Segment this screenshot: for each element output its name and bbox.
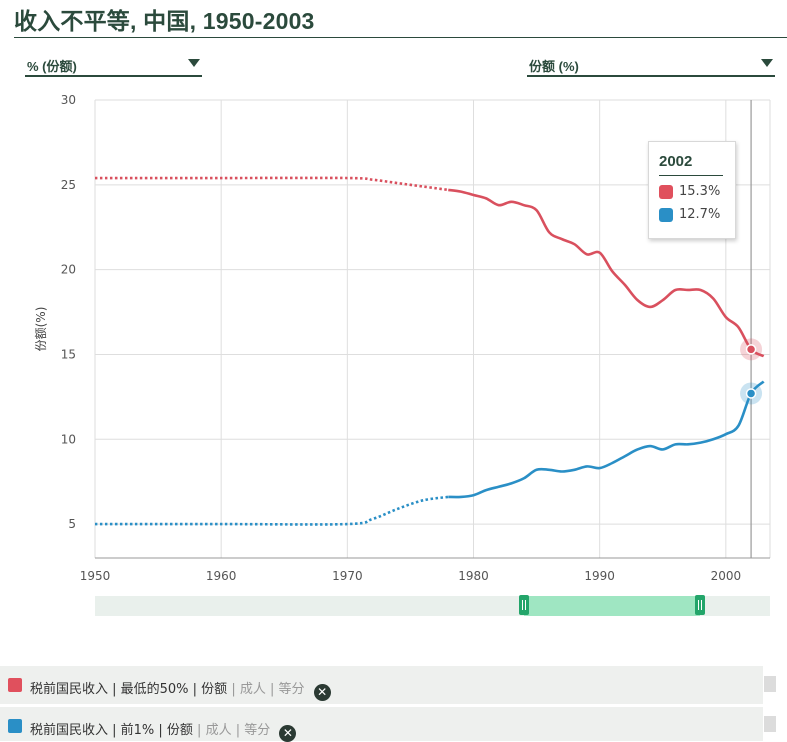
line-chart[interactable]: 5 10 15 20 25 30 1950 1960 1970 1980 1990 2000 份额(%) <box>0 0 787 600</box>
data-point <box>745 388 757 399</box>
remove-series-icon[interactable]: ✕ <box>313 684 331 701</box>
x-tick-label: 1970 <box>332 569 363 583</box>
legend-main-text: 税前国民收入 | 前1% | 份额 <box>30 723 193 738</box>
series-line-estimated <box>94 176 449 192</box>
legend-muted-text: 成人 | 等分 <box>205 723 271 738</box>
y-tick-label: 5 <box>68 517 76 531</box>
series-line <box>448 380 765 499</box>
tooltip-row-top1: 12.7% <box>659 207 720 223</box>
range-slider-window[interactable] <box>524 596 700 616</box>
legend-item-bottom50: 税前国民收入 | 最低的50% | 份额 | 成人 | 等分 ✕ <box>0 666 763 704</box>
chevron-down-icon <box>761 59 773 67</box>
blurred-control <box>764 676 776 692</box>
legend-label: 税前国民收入 | 最低的50% | 份额 | 成人 | 等分 ✕ <box>30 678 331 701</box>
metric-selector[interactable]: 份额 (%) <box>527 50 775 77</box>
series-line-estimated <box>94 495 449 526</box>
y-tick-label: 20 <box>61 263 76 277</box>
title-divider <box>14 37 787 38</box>
tooltip: 2002 15.3% 12.7% <box>648 141 736 239</box>
range-handle-end[interactable] <box>695 595 705 615</box>
range-handle-start[interactable] <box>519 595 529 615</box>
x-tick-label: 1990 <box>584 569 615 583</box>
legend-label: 税前国民收入 | 前1% | 份额 | 成人 | 等分 ✕ <box>30 719 297 742</box>
legend-sep: | <box>227 682 240 697</box>
metric-selector-value: 份额 (%) <box>529 59 579 74</box>
legend-swatch <box>8 678 22 692</box>
legend-main-text: 税前国民收入 | 最低的50% | 份额 <box>30 682 228 697</box>
page-title: 收入不平等, 中国, 1950-2003 <box>14 8 315 34</box>
remove-series-icon[interactable]: ✕ <box>279 725 297 742</box>
chevron-down-icon <box>188 59 200 67</box>
legend-item-top1: 税前国民收入 | 前1% | 份额 | 成人 | 等分 ✕ <box>0 707 763 742</box>
unit-selector-value: % (份额) <box>27 59 77 74</box>
data-point <box>745 344 757 355</box>
y-tick-label: 30 <box>61 93 76 107</box>
y-axis-label: 份额(%) <box>34 307 48 352</box>
tooltip-row-bottom50: 15.3% <box>659 184 720 200</box>
tooltip-swatch <box>659 207 673 222</box>
tooltip-year: 2002 <box>659 153 693 170</box>
series-line <box>448 188 765 358</box>
x-tick-label: 1960 <box>206 569 237 583</box>
tooltip-divider <box>659 175 723 176</box>
y-tick-label: 25 <box>61 178 76 192</box>
y-tick-label: 15 <box>61 347 76 361</box>
tooltip-value-bottom50: 15.3% <box>679 184 721 199</box>
unit-selector[interactable]: % (份额) <box>25 50 202 77</box>
tooltip-swatch <box>659 184 673 199</box>
legend-swatch <box>8 719 22 733</box>
tooltip-value-top1: 12.7% <box>679 207 721 222</box>
legend-sep: | <box>192 723 206 738</box>
x-tick-label: 2000 <box>711 569 742 583</box>
y-tick-label: 10 <box>61 432 76 446</box>
x-tick-label: 1980 <box>458 569 489 583</box>
x-tick-label: 1950 <box>80 569 111 583</box>
legend-muted-text: 成人 | 等分 <box>239 682 305 697</box>
blurred-control <box>764 716 776 732</box>
